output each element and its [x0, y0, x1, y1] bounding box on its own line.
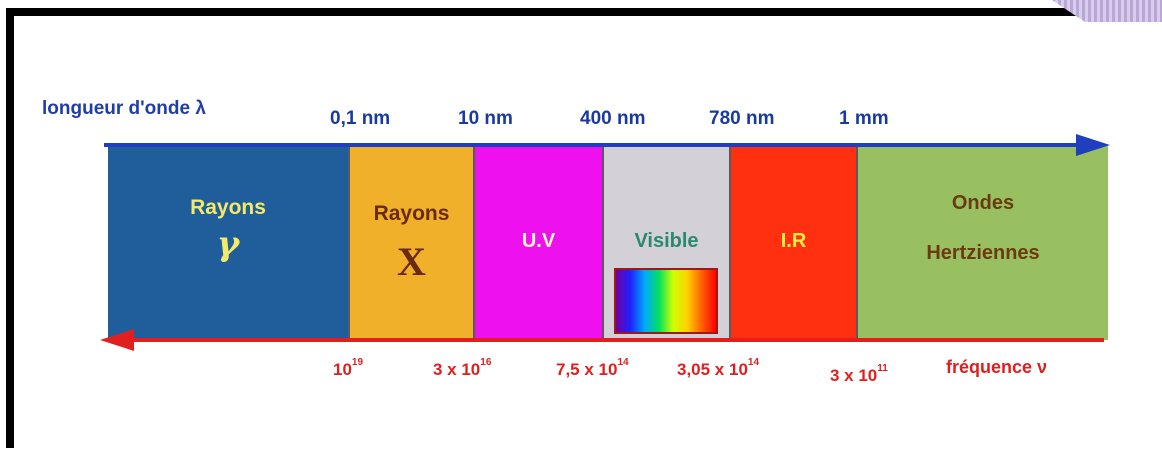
band-hertz-line2: Hertziennes	[926, 242, 1040, 264]
x-symbol: X	[397, 239, 426, 284]
wavelength-axis-label: longueur d'onde λ	[42, 98, 206, 119]
frequency-tick-0: 1019	[333, 357, 364, 379]
band-uv: U.V	[475, 146, 604, 340]
frequency-tick-2: 7,5 x 1014	[556, 357, 629, 379]
visible-spectrum-swatch	[614, 268, 718, 334]
band-gamma-label: Rayons	[190, 196, 266, 219]
band-uv-label: U.V	[521, 230, 556, 252]
frequency-tick-3: 3,05 x 1014	[677, 357, 760, 379]
band-infrared: I.R	[731, 146, 858, 340]
gamma-symbol: γ	[216, 224, 240, 264]
band-hertz-line1: Ondes	[951, 192, 1015, 214]
frequency-axis-label: fréquence ν	[946, 357, 1048, 377]
wavelength-tick-0: 0,1 nm	[330, 108, 391, 129]
corner-decoration	[1052, 0, 1162, 22]
wavelength-tick-3: 780 nm	[709, 108, 775, 129]
frequency-arrow-head	[100, 329, 134, 351]
band-hertzian-waves: Ondes Hertziennes	[858, 146, 1108, 340]
band-visible: Visible	[604, 146, 731, 340]
band-gamma-rays: Rayons γ	[108, 146, 350, 340]
wavelength-tick-1: 10 nm	[458, 108, 513, 129]
band-ir-label: I.R	[780, 230, 807, 252]
wavelength-tick-2: 400 nm	[580, 108, 646, 129]
band-x-rays: Rayons X	[350, 146, 475, 340]
wavelength-arrow-head	[1076, 134, 1110, 156]
frequency-tick-1: 3 x 1016	[433, 357, 492, 379]
band-visible-label: Visible	[634, 230, 699, 252]
wavelength-tick-4: 1 mm	[839, 108, 889, 129]
band-x-label: Rayons	[373, 202, 450, 225]
frequency-tick-4: 3 x 1011	[830, 363, 888, 385]
